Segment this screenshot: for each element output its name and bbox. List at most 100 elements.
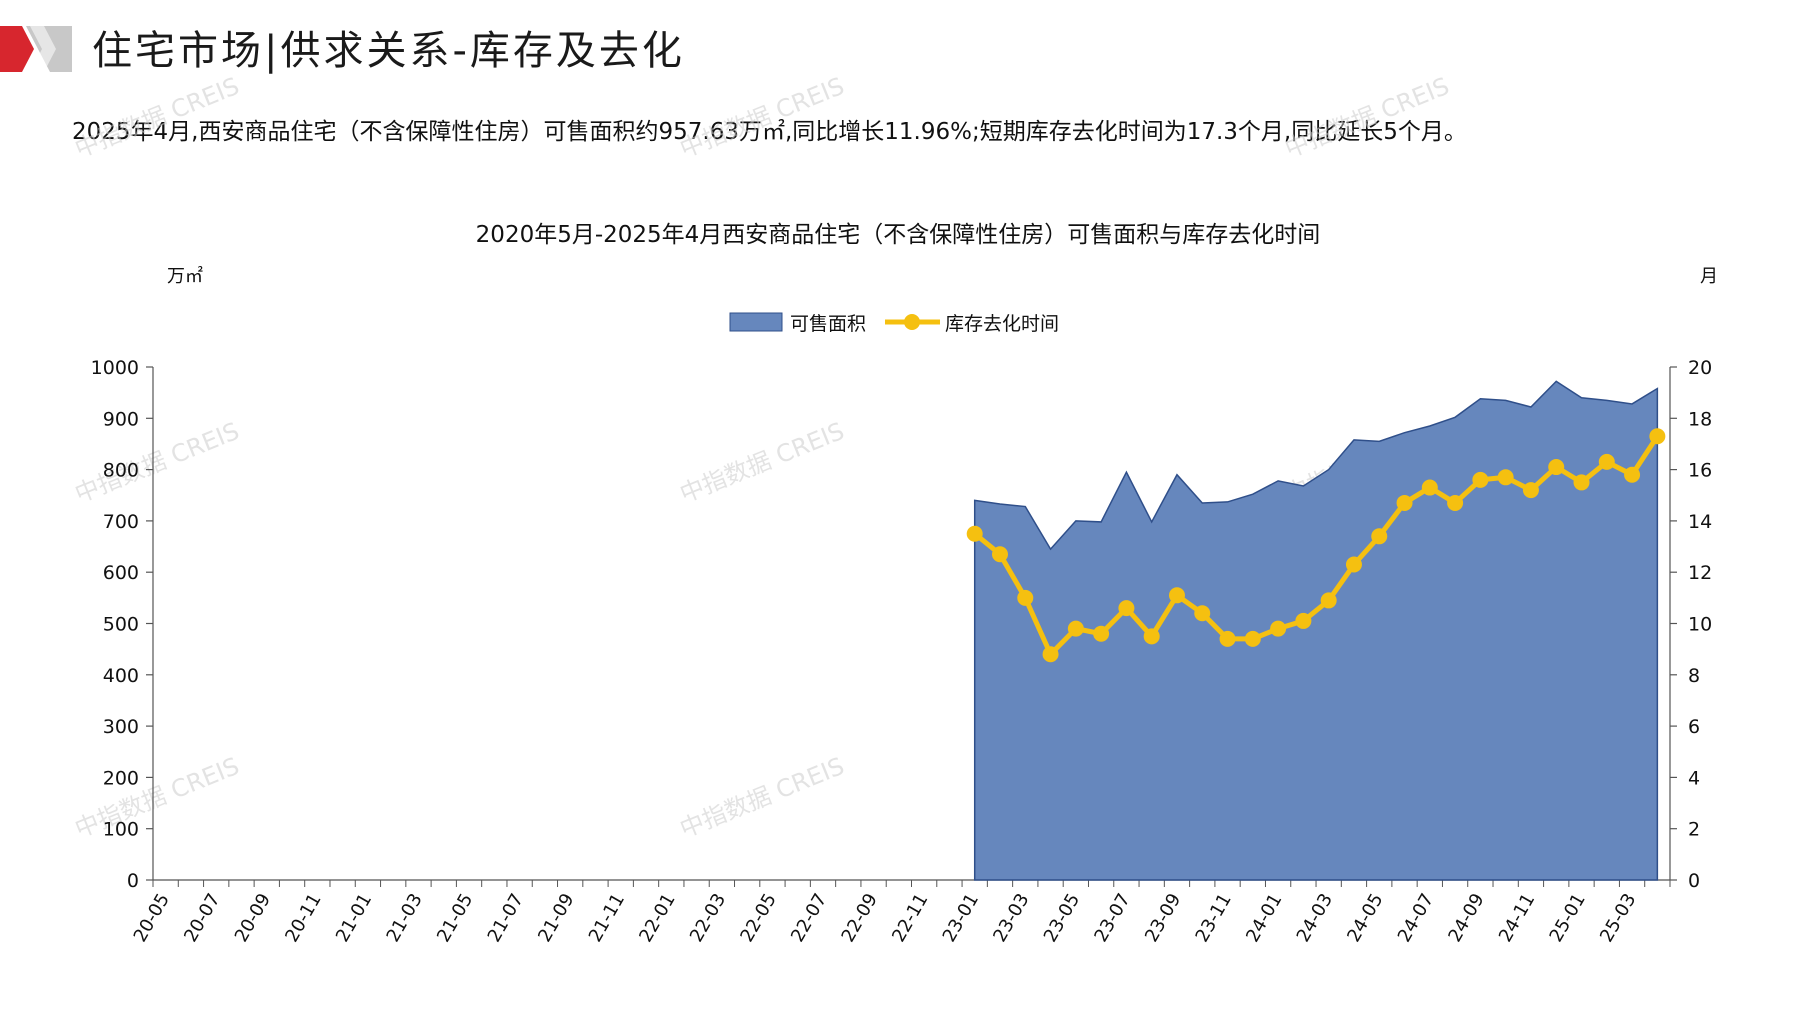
x-axis-tick-label: 20-05	[130, 890, 174, 946]
series-inventory-time	[966, 428, 1666, 663]
x-axis-tick-label: 21-01	[332, 890, 376, 946]
left-axis-tick-label: 900	[103, 408, 139, 430]
inventory-time-point	[991, 546, 1008, 563]
left-axis-tick-label: 100	[103, 819, 139, 841]
inventory-time-point	[1244, 630, 1261, 647]
summary-text: 2025年4月,西安商品住宅（不含保障性住房）可售面积约957.63万㎡,同比增…	[72, 119, 1467, 145]
inventory-time-point	[966, 525, 983, 542]
left-axis-tick-label: 700	[103, 511, 139, 533]
brand-logo-icon	[0, 26, 72, 72]
legend-line-marker	[904, 314, 920, 330]
watermark-text: 中指数据 CREIS	[676, 417, 848, 508]
watermark-text: 中指数据 CREIS	[71, 752, 243, 843]
x-axis-tick-label: 24-07	[1394, 890, 1438, 946]
left-axis-tick-label: 1000	[91, 357, 139, 379]
inventory-time-point	[1194, 605, 1211, 622]
x-axis-tick-label: 21-07	[484, 890, 528, 946]
right-axis-tick-label: 18	[1688, 408, 1712, 430]
inventory-time-point	[1472, 471, 1489, 488]
x-axis-tick-label: 22-01	[635, 890, 679, 946]
x-axis-tick-label: 22-05	[736, 890, 780, 946]
inventory-time-point	[1497, 469, 1514, 486]
inventory-time-point	[1573, 474, 1590, 491]
inventory-time-point	[1447, 494, 1464, 511]
right-axis-tick-label: 2	[1688, 819, 1700, 841]
watermark-text: 中指数据 CREIS	[71, 417, 243, 508]
chart-title: 2020年5月-2025年4月西安商品住宅（不含保障性住房）可售面积与库存去化时…	[476, 222, 1321, 248]
x-axis-tick-label: 25-01	[1545, 890, 1589, 946]
inventory-time-point	[1345, 556, 1362, 573]
logo-white-cut	[30, 26, 56, 72]
watermark-text: 中指数据 CREIS	[676, 72, 848, 163]
inventory-time-point	[1093, 625, 1110, 642]
left-axis-tick-label: 500	[103, 614, 139, 636]
right-axis-tick-label: 8	[1688, 665, 1700, 687]
inventory-time-point	[1649, 428, 1666, 445]
inventory-time-line	[973, 434, 1660, 657]
legend-line-label: 库存去化时间	[945, 313, 1059, 335]
x-axis-tick-label: 25-03	[1596, 890, 1640, 946]
x-axis-tick-label: 22-11	[888, 890, 932, 946]
logo-red-shape	[0, 26, 34, 72]
x-axis-tick-label: 23-05	[1040, 890, 1084, 946]
left-axis-tick-label: 600	[103, 562, 139, 584]
inventory-time-point	[1270, 620, 1287, 637]
x-axis-tick-label: 24-09	[1444, 890, 1488, 946]
right-axis-unit: 月	[1700, 266, 1718, 287]
x-axis-tick-label: 20-11	[281, 890, 325, 946]
series-available-area	[973, 380, 1659, 881]
left-axis-tick-label: 0	[127, 870, 139, 892]
available-area-fill	[973, 380, 1659, 881]
right-axis-tick-label: 4	[1688, 767, 1700, 789]
inventory-time-point	[1295, 612, 1312, 629]
left-axis-tick-label: 200	[103, 767, 139, 789]
inventory-time-point	[1118, 600, 1135, 617]
x-axis-tick-label: 24-11	[1495, 890, 1539, 946]
inventory-time-point	[1371, 528, 1388, 545]
inventory-time-point	[1598, 453, 1615, 470]
right-axis-tick-label: 20	[1688, 357, 1712, 379]
right-axis-tick-label: 6	[1688, 716, 1700, 738]
x-axis-tick-label: 21-05	[433, 890, 477, 946]
inventory-time-point	[1320, 592, 1337, 609]
x-axis-tick-label: 23-01	[939, 890, 983, 946]
left-axis-tick-label: 300	[103, 716, 139, 738]
inventory-time-point	[1396, 494, 1413, 511]
left-axis-tick-label: 400	[103, 665, 139, 687]
legend: 可售面积 库存去化时间	[729, 312, 1059, 335]
inventory-time-point	[1219, 630, 1236, 647]
left-axis-unit: 万㎡	[167, 265, 203, 287]
inventory-time-point	[1522, 482, 1539, 499]
x-axis-tick-label: 23-09	[1141, 890, 1185, 946]
right-axis-tick-label: 12	[1688, 562, 1712, 584]
watermark-text: 中指数据 CREIS	[1281, 72, 1453, 163]
watermark-text: 中指数据 CREIS	[676, 752, 848, 843]
inventory-time-point	[1548, 459, 1565, 476]
inventory-time-point	[1624, 466, 1641, 483]
right-axis-tick-label: 14	[1688, 511, 1712, 533]
x-axis-tick-label: 24-03	[1293, 890, 1337, 946]
inventory-time-point	[1042, 646, 1059, 663]
right-axis-tick-label: 16	[1688, 460, 1712, 482]
x-axis-tick-label: 21-03	[382, 890, 426, 946]
x-axis-tick-label: 24-01	[1242, 890, 1286, 946]
legend-area-label: 可售面积	[790, 313, 866, 335]
legend-area-swatch	[729, 312, 783, 332]
inventory-time-point	[1067, 620, 1084, 637]
inventory-time-point	[1421, 479, 1438, 496]
x-axis-tick-label: 23-07	[1090, 890, 1134, 946]
x-axis-tick-label: 22-07	[787, 890, 831, 946]
right-axis-tick-label: 10	[1688, 614, 1712, 636]
x-axis-tick-label: 20-07	[180, 890, 224, 946]
x-axis-tick-label: 24-05	[1343, 890, 1387, 946]
right-axis-tick-label: 0	[1688, 870, 1700, 892]
inventory-time-point	[1017, 589, 1034, 606]
x-axis-tick-label: 23-03	[989, 890, 1033, 946]
x-axis-tick-label: 22-03	[686, 890, 730, 946]
x-axis-tick-label: 22-09	[838, 890, 882, 946]
page-title: 住宅市场|供求关系-库存及去化	[92, 28, 685, 74]
x-axis-tick-label: 20-09	[231, 890, 275, 946]
inventory-time-point	[1143, 628, 1160, 645]
x-axis-tick-label: 21-09	[534, 890, 578, 946]
